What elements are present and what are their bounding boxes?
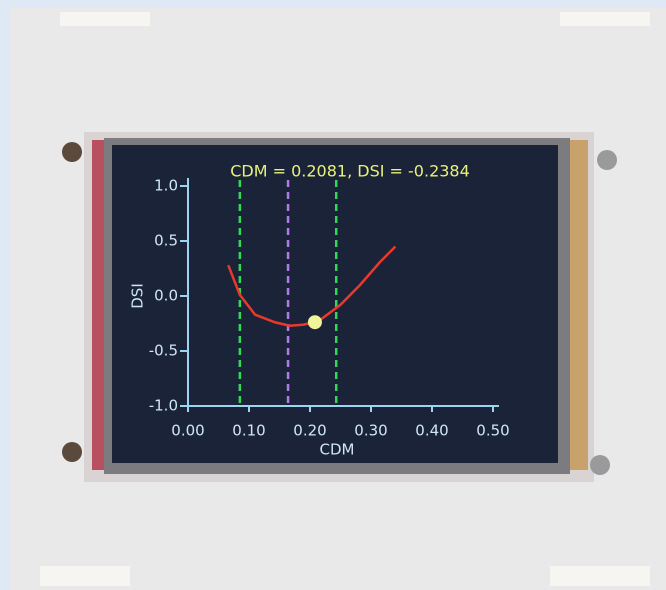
- current-point: [307, 315, 322, 330]
- y-tick-label: 1.0: [154, 177, 178, 195]
- screw: [62, 442, 82, 462]
- clip: [550, 566, 650, 586]
- screw: [590, 455, 610, 475]
- flex: [566, 140, 588, 470]
- x-tick-label: 0.50: [476, 422, 509, 440]
- x-tick-label: 0.00: [171, 422, 204, 440]
- clip: [40, 566, 130, 586]
- y-tick-label: 0.0: [154, 287, 178, 305]
- chart-title: CDM = 0.2081, DSI = -0.2384: [230, 162, 470, 181]
- plot: 0.00 0.10 0.20 0.30 0.40 0.50 -1.0 -0.5 0.0 0.5 1.…: [149, 177, 510, 440]
- x-tick-label: 0.20: [293, 422, 326, 440]
- flex: [92, 140, 106, 470]
- clip: [560, 12, 650, 26]
- y-tick-label: -0.5: [149, 342, 178, 360]
- y-tick-label: 0.5: [154, 232, 178, 250]
- x-tick-label: 0.30: [354, 422, 387, 440]
- screw: [62, 142, 82, 162]
- screw: [597, 150, 617, 170]
- x-axis-label: CDM: [320, 441, 355, 459]
- y-axis-label: DSI: [129, 283, 147, 309]
- clip: [60, 12, 150, 26]
- y-tick-label: -1.0: [149, 397, 178, 415]
- x-tick-label: 0.10: [232, 422, 265, 440]
- curve: [227, 245, 397, 327]
- x-tick-label: 0.40: [415, 422, 448, 440]
